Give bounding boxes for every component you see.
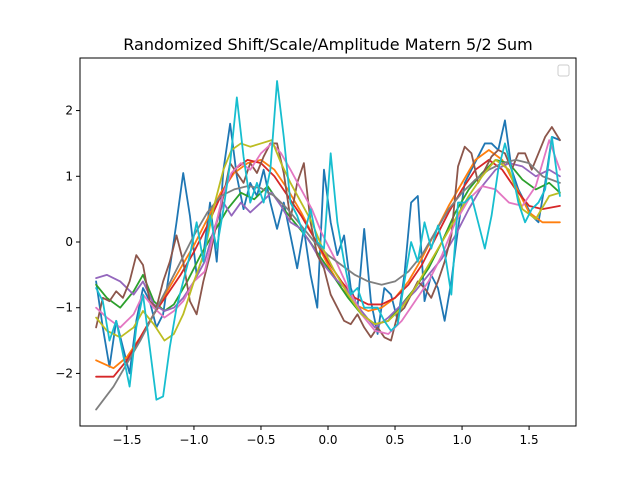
y-tick-label: 0 (65, 235, 73, 249)
series-layer (95, 80, 561, 411)
plot-area (79, 57, 577, 427)
x-tick-label: 1.0 (453, 433, 472, 447)
series-line-9 (95, 139, 561, 342)
series-line-7 (95, 139, 561, 335)
y-tick-label: −2 (55, 366, 73, 380)
series-line-8 (95, 158, 561, 411)
x-tick-label: −0.5 (246, 433, 275, 447)
x-axis: −1.5 −1.0 −0.5 0.0 0.5 1.0 1.5 (112, 426, 539, 447)
y-tick-label: 2 (65, 104, 73, 118)
x-tick-label: 0.5 (385, 433, 404, 447)
x-tick-label: 0.0 (318, 433, 337, 447)
chart-title: Randomized Shift/Scale/Amplitude Matern … (123, 35, 532, 54)
series-line-2 (95, 149, 561, 370)
x-tick-label: −1.5 (112, 433, 141, 447)
y-axis: −2 −1 0 1 2 (55, 104, 80, 380)
y-tick-label: 1 (65, 169, 73, 183)
series-line-4 (95, 158, 561, 378)
x-tick-label: −1.0 (179, 433, 208, 447)
series-line-10 (95, 80, 561, 401)
x-tick-label: 1.5 (520, 433, 539, 447)
legend (557, 64, 570, 77)
y-tick-label: −1 (55, 301, 73, 315)
